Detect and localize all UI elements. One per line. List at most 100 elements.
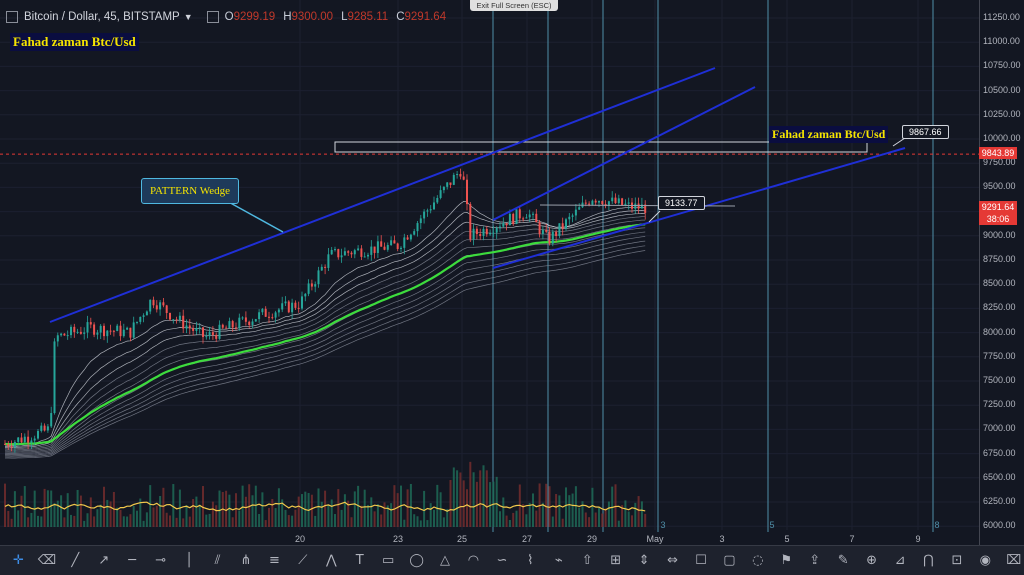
candle-body (188, 325, 191, 329)
author-label-right[interactable]: Fahad zaman Btc/Usd (769, 126, 889, 143)
settings-square-icon[interactable] (206, 11, 219, 23)
candle-body (281, 303, 284, 310)
date-range-icon[interactable]: ⇔ (667, 553, 678, 568)
candle-body (518, 209, 521, 219)
volume-bar (413, 514, 416, 527)
volume-bar (281, 499, 284, 527)
volume-bar (165, 512, 168, 527)
volume-bar (360, 505, 363, 527)
pitchfork-icon[interactable]: ⋔ (240, 553, 252, 568)
volume-bar (433, 509, 435, 527)
candle-body (584, 202, 587, 204)
volume-bar (225, 490, 228, 527)
curve-icon[interactable]: ∽ (496, 553, 508, 568)
polyline-icon[interactable]: ⌇ (527, 553, 534, 568)
candle-body (492, 232, 495, 234)
flag-icon[interactable]: ⚑ (780, 553, 793, 568)
candle-body (591, 200, 594, 205)
volume-bar (406, 489, 409, 527)
ellipse-icon[interactable]: ◯ (409, 553, 424, 568)
volume-bar (512, 512, 515, 527)
candle-body (198, 327, 201, 329)
candle-body (489, 232, 492, 235)
candle-body (314, 284, 317, 287)
arrow-up-icon[interactable]: ⇪ (809, 553, 821, 568)
volume-bar (56, 500, 59, 527)
pattern-icon[interactable]: ⋀ (325, 553, 337, 568)
price-tick-label: 7250.00 (983, 399, 1016, 410)
candle-body (317, 270, 320, 285)
volume-bar (383, 502, 386, 527)
volume-bar (350, 517, 353, 527)
candle-body (182, 315, 185, 329)
rectangle-icon[interactable]: ▭ (382, 553, 395, 568)
zoom-icon[interactable]: ⊕ (866, 553, 878, 568)
visibility-icon[interactable]: ◉ (979, 553, 992, 568)
price-axis[interactable] (979, 0, 1024, 545)
horizontal-ray-icon[interactable]: ⊸ (155, 553, 167, 568)
long-position-icon[interactable]: ⊞ (610, 553, 622, 568)
lock-icon[interactable]: ⊡ (951, 553, 963, 568)
volume-bar (116, 507, 119, 527)
brush-icon[interactable]: ✎ (837, 553, 849, 568)
path-icon[interactable]: ⌁ (554, 553, 563, 568)
callout-icon[interactable]: ☐ (695, 553, 707, 568)
chevron-down-icon[interactable]: ▼ (183, 12, 193, 22)
horizontal-line-icon[interactable]: ─ (128, 553, 137, 568)
volume-bar (50, 490, 53, 527)
candle-body (116, 325, 119, 332)
trash-icon[interactable]: ⌧ (1006, 553, 1022, 568)
collapse-icon[interactable] (6, 11, 18, 23)
time-tick-label: 5 (784, 534, 790, 544)
candle-body (565, 219, 567, 229)
candle-body (225, 327, 228, 329)
price-tick-label: 9750.00 (983, 157, 1016, 168)
volume-bar (30, 512, 33, 527)
candle-body (291, 302, 294, 313)
ma-ribbon-line (4, 223, 646, 452)
candle-body (419, 218, 422, 224)
exit-fullscreen-button[interactable]: Exit Full Screen (ESC) (470, 0, 558, 11)
volume-bar (334, 514, 336, 527)
time-tick-label: 27 (521, 534, 533, 544)
candle-body (307, 283, 310, 294)
arc-icon[interactable]: ◠ (467, 553, 480, 568)
trendline-icon[interactable]: ╱ (71, 553, 80, 568)
magnet-icon[interactable]: ⋂ (923, 553, 934, 568)
candle-body (4, 443, 6, 445)
ray-icon[interactable]: ↗ (98, 553, 110, 568)
balloon-icon[interactable]: ◌ (752, 553, 764, 568)
volume-bar (119, 509, 122, 527)
price-range-icon[interactable]: ⇕ (638, 553, 650, 568)
gann-fan-icon[interactable]: ⟋ (298, 553, 308, 568)
comment-icon[interactable]: ▢ (723, 553, 736, 568)
eraser-icon[interactable]: ⌫ (37, 553, 57, 568)
measure-icon[interactable]: ⊿ (894, 553, 906, 568)
volume-bar (251, 495, 254, 527)
candle-body (466, 179, 468, 205)
fib-retracement-icon[interactable]: ≡ (268, 553, 280, 568)
symbol-title[interactable]: Bitcoin / Dollar, 45, BITSTAMP (24, 11, 180, 23)
price-callout-lower[interactable]: 9133.77 (658, 196, 705, 210)
time-tick-label: May (646, 534, 664, 544)
candle-body (502, 223, 505, 227)
triangle-icon[interactable]: △ (440, 553, 451, 568)
candle-body (449, 182, 452, 185)
pattern-callout[interactable]: PATTERN Wedge (141, 178, 239, 204)
candle-body (324, 266, 327, 268)
volume-bar (515, 510, 518, 527)
text-icon[interactable]: T (355, 553, 364, 568)
candle-body (439, 190, 442, 198)
volume-bar (502, 497, 505, 527)
arrow-mark-up-icon[interactable]: ⇧ (581, 553, 593, 568)
candle-body (205, 336, 208, 338)
author-label-top[interactable]: Fahad zaman Btc/Usd (10, 33, 139, 51)
candle-body (617, 198, 620, 204)
volume-bar (469, 461, 472, 527)
parallel-channel-icon[interactable]: ⫽ (214, 553, 221, 568)
cycle-count-label: 8 (934, 520, 940, 530)
vertical-line-icon[interactable]: │ (185, 553, 193, 568)
crosshair-icon[interactable]: ✛ (13, 553, 24, 568)
price-callout-upper[interactable]: 9867.66 (902, 125, 949, 139)
